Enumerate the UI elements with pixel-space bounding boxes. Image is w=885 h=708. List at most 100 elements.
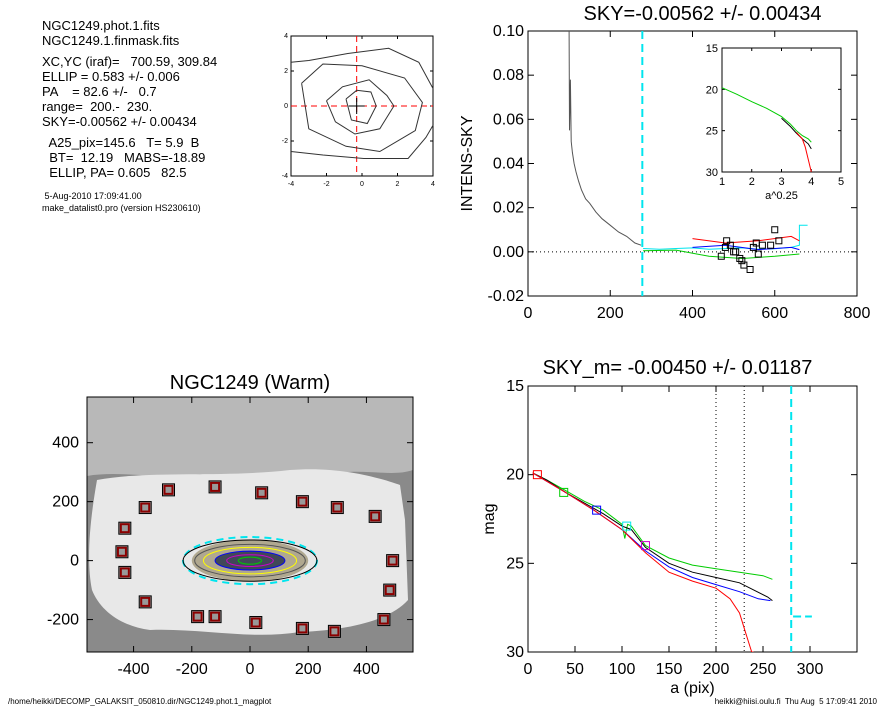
- sky-ytick-label: -0.02: [488, 288, 525, 305]
- sky-point: [767, 241, 775, 249]
- sky-ytick-label: 0.02: [493, 200, 524, 217]
- sky-point: [740, 261, 748, 269]
- contour-line: [345, 89, 377, 125]
- inset-xtick-label: 5: [838, 176, 844, 188]
- sky-point: [758, 241, 766, 249]
- mag-xtick-label: 150: [656, 661, 683, 678]
- sky-ylabel: INTENS-SKY: [459, 115, 476, 211]
- footer-user: heikki@hiisi.oulu.fi Thu Aug 5 17:09:41 …: [714, 697, 877, 706]
- sky-ytick-label: 0.10: [493, 23, 524, 40]
- sky-xtick-label: 800: [844, 305, 871, 322]
- image-xtick-label: 0: [246, 661, 255, 678]
- info-panel: NGC1249.phot.1.fits NGC1249.1.finmask.fit…: [42, 18, 292, 214]
- mag-marker: [559, 487, 569, 497]
- sky-xtick-label: 0: [524, 305, 533, 322]
- isophote-ellipse: [226, 554, 274, 568]
- sky-box-inner: [256, 487, 267, 498]
- sky-box-inner: [116, 546, 127, 557]
- contour-xtick-label: -2: [323, 181, 329, 188]
- mag-xtick-label: 250: [750, 661, 777, 678]
- mag-xtick-label: 0: [524, 661, 533, 678]
- sky-box-inner: [329, 626, 340, 637]
- info-line: range= 200.- 230.: [42, 99, 153, 114]
- sky-point: [775, 237, 783, 245]
- inset-ytick-label: 15: [706, 43, 718, 55]
- mag-marker: [532, 470, 542, 480]
- sky-series-line: [568, 30, 642, 246]
- contour-line: [301, 63, 423, 153]
- contour-ytick-label: 4: [284, 33, 288, 40]
- sky-ytick-label: 0.08: [493, 67, 524, 84]
- image-xtick-label: -200: [176, 661, 208, 678]
- galaxy-core: [215, 551, 285, 571]
- sky-title: SKY=-0.00562 +/- 0.00434: [584, 3, 822, 25]
- sky-box-inner: [119, 523, 130, 534]
- image-ytick-label: -200: [47, 612, 79, 629]
- isophote-ellipse: [237, 556, 263, 565]
- inset-xlabel: a^0.25: [765, 190, 798, 202]
- sky-point: [736, 254, 744, 262]
- sky-ytick-label: 0.00: [493, 244, 524, 261]
- sky-ytick-label: 0.04: [493, 156, 524, 173]
- sky-box-inner: [384, 585, 395, 596]
- mag-xtick-label: 200: [703, 661, 730, 678]
- contour-ytick-label: 2: [284, 68, 288, 75]
- sky-box-inner: [119, 567, 130, 578]
- sky-point: [717, 252, 725, 260]
- inset-series-line: [796, 131, 812, 173]
- isophote-ellipse: [202, 546, 298, 575]
- inset-xtick-label: 2: [749, 176, 755, 188]
- inset-ytick-label: 25: [706, 126, 718, 138]
- inset-bg: [678, 40, 849, 204]
- info-line: ELLIP, PA= 0.605 82.5: [42, 165, 187, 180]
- sky-point: [726, 241, 734, 249]
- isophote-ellipse: [182, 539, 318, 582]
- mag-marker: [641, 541, 650, 551]
- galaxy-image: [87, 397, 413, 652]
- mag-ytick-label: 25: [506, 555, 524, 572]
- sky-box-inner: [210, 611, 221, 622]
- mag-ylabel: mag: [481, 503, 498, 534]
- contour-ytick-label: -4: [282, 173, 288, 180]
- sky-point: [738, 257, 746, 265]
- contour-xtick-label: 4: [431, 181, 435, 188]
- contour-ytick-label: -2: [282, 138, 288, 145]
- mag-series-line: [532, 472, 773, 580]
- contour-line: [290, 125, 434, 159]
- sky-box-inner: [370, 511, 381, 522]
- info-date: 5-Aug-2010 17:09:41.00: [42, 191, 142, 201]
- contour-xtick-label: -4: [288, 181, 294, 188]
- mag-title: SKY_m= -0.00450 +/- 0.01187: [543, 357, 813, 379]
- contour-line: [326, 79, 395, 135]
- mag-xtick-label: 100: [609, 661, 636, 678]
- info-line: NGC1249.phot.1.fits: [42, 18, 160, 33]
- sky-ytick-label: 0.06: [493, 111, 524, 128]
- mag-ytick-label: 30: [506, 644, 524, 661]
- info-line: SKY=-0.00562 +/- 0.00434: [42, 114, 197, 129]
- sky-point: [746, 266, 754, 273]
- sky-point: [723, 237, 731, 245]
- image-ytick-label: 200: [52, 494, 79, 511]
- mag-series-group: [532, 472, 773, 652]
- sky-point: [732, 248, 740, 256]
- mag-marker: [622, 521, 632, 531]
- contour-ytick-label: 0: [284, 103, 288, 110]
- contour-xtick-label: 2: [396, 181, 400, 188]
- sky-xtick-label: 400: [679, 305, 706, 322]
- image-noise-band: [87, 397, 413, 477]
- sky-box-inner: [297, 623, 308, 634]
- inset-xtick-label: 4: [808, 176, 814, 188]
- contour-line: [290, 47, 434, 89]
- inset-xtick-label: 1: [719, 176, 725, 188]
- sky-box-inner: [140, 502, 151, 513]
- sky-box-inner: [387, 555, 398, 566]
- info-line: PA = 82.6 +/- 0.7: [42, 84, 157, 99]
- footer-path: /home/heikki/DECOMP_GALAKSIT_050810.dir/…: [8, 697, 272, 706]
- mag-ytick-label: 15: [506, 378, 524, 395]
- sky-series-line: [692, 235, 800, 244]
- contour-xtick-label: 0: [360, 181, 364, 188]
- sky-box-inner: [210, 481, 221, 492]
- image-xtick-label: 200: [295, 661, 322, 678]
- inset-xtick-label: 3: [778, 176, 784, 188]
